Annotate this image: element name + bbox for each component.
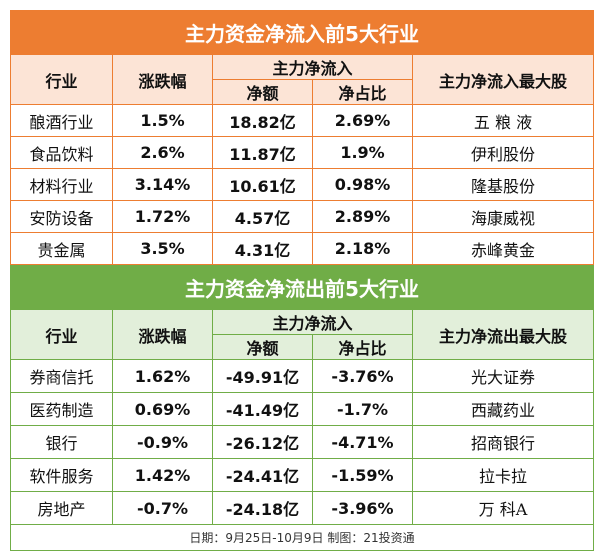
- cell-top-stock: 西藏药业: [412, 392, 594, 426]
- table-row: 食品饮料 2.6% 11.87亿 1.9% 伊利股份: [10, 136, 594, 169]
- header-net-inflow: 主力净流入: [212, 309, 413, 335]
- cell-ratio: -3.96%: [312, 491, 413, 525]
- cell-ratio: -4.71%: [312, 425, 413, 459]
- header-industry: 行业: [10, 309, 113, 360]
- cell-ratio: 2.69%: [312, 104, 413, 137]
- header-net-inflow: 主力净流入: [212, 54, 413, 80]
- outflow-table: 主力资金净流出前5大行业 行业 涨跌幅 主力净流入 主力净流出最大股 净额 净占…: [10, 265, 594, 551]
- header-ratio: 净占比: [312, 334, 413, 360]
- cell-ratio: 1.9%: [312, 136, 413, 169]
- cell-change: 1.72%: [112, 200, 213, 233]
- cell-top-stock: 五 粮 液: [412, 104, 594, 137]
- cell-ratio: -1.59%: [312, 458, 413, 492]
- table-row: 酿酒行业 1.5% 18.82亿 2.69% 五 粮 液: [10, 104, 594, 137]
- cell-change: 0.69%: [112, 392, 213, 426]
- cell-ratio: 2.89%: [312, 200, 413, 233]
- cell-industry: 安防设备: [10, 200, 113, 233]
- cell-industry: 酿酒行业: [10, 104, 113, 137]
- cell-change: 3.5%: [112, 232, 213, 265]
- table-row: 银行 -0.9% -26.12亿 -4.71% 招商银行: [10, 425, 594, 459]
- cell-change: 1.42%: [112, 458, 213, 492]
- header-top-stock: 主力净流入最大股: [412, 54, 594, 105]
- outflow-title: 主力资金净流出前5大行业: [10, 265, 594, 310]
- cell-industry: 食品饮料: [10, 136, 113, 169]
- cell-top-stock: 光大证券: [412, 359, 594, 393]
- table-row: 房地产 -0.7% -24.18亿 -3.96% 万 科A: [10, 491, 594, 525]
- cell-top-stock: 招商银行: [412, 425, 594, 459]
- cell-industry: 银行: [10, 425, 113, 459]
- header-amount: 净额: [212, 79, 313, 105]
- cell-amount: -26.12亿: [212, 425, 313, 459]
- cell-amount: -49.91亿: [212, 359, 313, 393]
- header-change: 涨跌幅: [112, 309, 213, 360]
- table-row: 安防设备 1.72% 4.57亿 2.89% 海康威视: [10, 200, 594, 233]
- cell-amount: 11.87亿: [212, 136, 313, 169]
- header-industry: 行业: [10, 54, 113, 105]
- header-amount: 净额: [212, 334, 313, 360]
- cell-change: -0.7%: [112, 491, 213, 525]
- header-change: 涨跌幅: [112, 54, 213, 105]
- cell-ratio: -3.76%: [312, 359, 413, 393]
- cell-industry: 软件服务: [10, 458, 113, 492]
- cell-industry: 房地产: [10, 491, 113, 525]
- table-row: 材料行业 3.14% 10.61亿 0.98% 隆基股份: [10, 168, 594, 201]
- inflow-title: 主力资金净流入前5大行业: [10, 10, 594, 55]
- cell-amount: 18.82亿: [212, 104, 313, 137]
- table-row: 贵金属 3.5% 4.31亿 2.18% 赤峰黄金: [10, 232, 594, 265]
- cell-amount: 4.31亿: [212, 232, 313, 265]
- cell-change: 3.14%: [112, 168, 213, 201]
- header-top-stock: 主力净流出最大股: [412, 309, 594, 360]
- cell-change: 2.6%: [112, 136, 213, 169]
- cell-industry: 券商信托: [10, 359, 113, 393]
- cell-top-stock: 赤峰黄金: [412, 232, 594, 265]
- cell-ratio: -1.7%: [312, 392, 413, 426]
- cell-top-stock: 伊利股份: [412, 136, 594, 169]
- cell-amount: -24.41亿: [212, 458, 313, 492]
- capital-flow-tables: 主力资金净流入前5大行业 行业 涨跌幅 主力净流入 主力净流入最大股 净额 净占…: [10, 10, 594, 551]
- cell-ratio: 0.98%: [312, 168, 413, 201]
- cell-amount: -41.49亿: [212, 392, 313, 426]
- cell-amount: -24.18亿: [212, 491, 313, 525]
- cell-ratio: 2.18%: [312, 232, 413, 265]
- cell-amount: 10.61亿: [212, 168, 313, 201]
- cell-change: -0.9%: [112, 425, 213, 459]
- table-row: 医药制造 0.69% -41.49亿 -1.7% 西藏药业: [10, 392, 594, 426]
- footer-note: 日期：9月25日-10月9日 制图：21投资通: [10, 524, 594, 551]
- cell-industry: 材料行业: [10, 168, 113, 201]
- cell-industry: 贵金属: [10, 232, 113, 265]
- table-row: 券商信托 1.62% -49.91亿 -3.76% 光大证券: [10, 359, 594, 393]
- cell-top-stock: 隆基股份: [412, 168, 594, 201]
- inflow-table: 主力资金净流入前5大行业 行业 涨跌幅 主力净流入 主力净流入最大股 净额 净占…: [10, 10, 594, 265]
- cell-top-stock: 万 科A: [412, 491, 594, 525]
- cell-top-stock: 海康威视: [412, 200, 594, 233]
- cell-top-stock: 拉卡拉: [412, 458, 594, 492]
- cell-change: 1.62%: [112, 359, 213, 393]
- cell-industry: 医药制造: [10, 392, 113, 426]
- cell-amount: 4.57亿: [212, 200, 313, 233]
- cell-change: 1.5%: [112, 104, 213, 137]
- table-row: 软件服务 1.42% -24.41亿 -1.59% 拉卡拉: [10, 458, 594, 492]
- header-ratio: 净占比: [312, 79, 413, 105]
